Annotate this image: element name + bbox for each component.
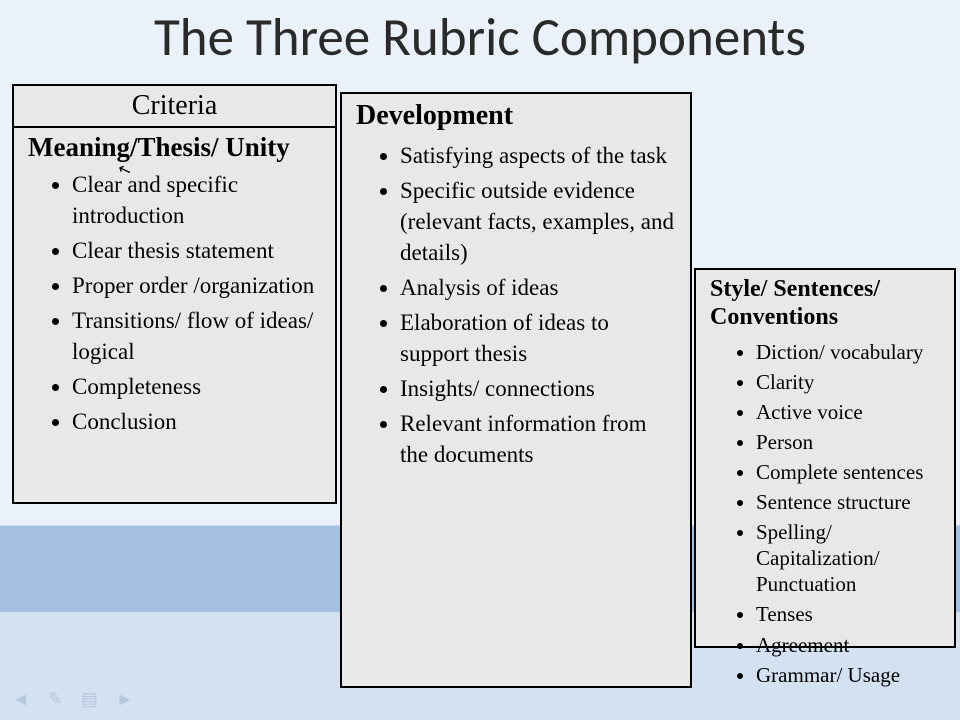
slide-title: The Three Rubric Components — [0, 6, 960, 70]
style-header: Style/ Sentences/ Conventions — [696, 270, 954, 335]
slideshow-toolbar: ◄ ✎ ▤ ► — [12, 689, 134, 710]
list-item: Sentence structure — [756, 487, 944, 517]
development-header: Development — [342, 94, 690, 136]
list-item: Analysis of ideas — [400, 270, 680, 305]
list-item: Active voice — [756, 397, 944, 427]
list-item: Completeness — [72, 369, 325, 404]
pen-button[interactable]: ✎ — [48, 689, 63, 710]
list-item: Tenses — [756, 599, 944, 629]
list-item: Clarity — [756, 367, 944, 397]
list-item: Specific outside evidence (relevant fact… — [400, 173, 680, 270]
development-list: Satisfying aspects of the task Specific … — [342, 138, 690, 472]
list-item: Diction/ vocabulary — [756, 337, 944, 367]
criteria-header: Criteria — [14, 86, 335, 128]
prev-slide-button[interactable]: ◄ — [12, 689, 30, 710]
list-item: Insights/ connections — [400, 371, 680, 406]
criteria-subhead: Meaning/Thesis/ Unity — [14, 128, 335, 165]
list-item: Spelling/ Capitalization/ Punctuation — [756, 517, 944, 599]
next-slide-button[interactable]: ► — [116, 689, 134, 710]
list-item: Transitions/ flow of ideas/ logical — [72, 303, 325, 369]
slide: The Three Rubric Components Criteria Mea… — [0, 0, 960, 720]
menu-button[interactable]: ▤ — [81, 689, 98, 710]
list-item: Clear and specific introduction — [72, 167, 325, 233]
style-list: Diction/ vocabulary Clarity Active voice… — [696, 337, 954, 689]
list-item: Agreement — [756, 630, 944, 660]
list-item: Elaboration of ideas to support thesis — [400, 305, 680, 371]
criteria-box: Criteria Meaning/Thesis/ Unity Clear and… — [12, 84, 337, 504]
development-box: Development Satisfying aspects of the ta… — [340, 92, 692, 688]
list-item: Proper order /organization — [72, 268, 325, 303]
list-item: Satisfying aspects of the task — [400, 138, 680, 173]
criteria-list: Clear and specific introduction Clear th… — [14, 167, 335, 439]
list-item: Grammar/ Usage — [756, 660, 944, 690]
list-item: Complete sentences — [756, 457, 944, 487]
list-item: Person — [756, 427, 944, 457]
list-item: Relevant information from the documents — [400, 406, 680, 472]
style-box: Style/ Sentences/ Conventions Diction/ v… — [694, 268, 956, 648]
list-item: Conclusion — [72, 404, 325, 439]
list-item: Clear thesis statement — [72, 233, 325, 268]
